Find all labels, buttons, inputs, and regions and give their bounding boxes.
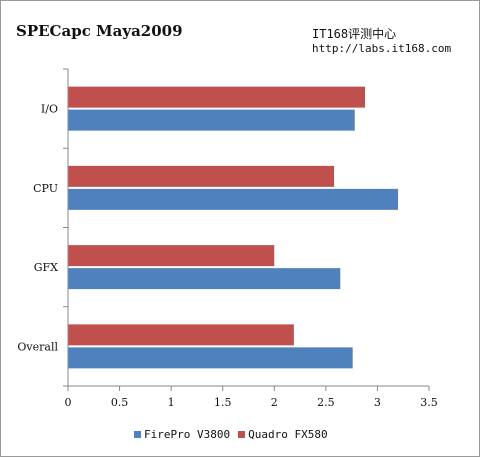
x-tick-label: 0 [65, 396, 72, 409]
legend-label-quadro: Quadro FX580 [248, 428, 328, 441]
legend-item-quadro: Quadro FX580 [238, 428, 328, 441]
category-label: I/O [41, 103, 58, 116]
legend-swatch-quadro [238, 431, 246, 438]
bars-group [68, 86, 399, 369]
category-label: GFX [34, 261, 58, 274]
bar-firepro-overall [68, 347, 353, 369]
chart-title: SPECapc Maya2009 [16, 22, 183, 40]
x-tick-label: 2 [271, 396, 278, 409]
site-name: IT168评测中心 [312, 27, 397, 41]
tick-labels-group: I/O CPU GFX Overall 0 0.5 1 1.5 2 2.5 3 3.5 [17, 103, 437, 409]
category-label: Overall [17, 340, 58, 353]
bar-firepro-io [68, 109, 355, 131]
x-tick-label: 3 [374, 396, 381, 409]
legend: FirePro V3800 Quadro FX580 [134, 428, 336, 441]
site-url: http://labs.it168.com [312, 42, 452, 55]
legend-label-firepro: FirePro V3800 [144, 428, 231, 441]
x-tick-label: 0.5 [111, 396, 129, 409]
x-tick-label: 3.5 [420, 396, 438, 409]
x-tick-label: 2.5 [317, 396, 335, 409]
bar-firepro-gfx [68, 268, 341, 290]
legend-swatch-firepro [134, 431, 141, 438]
axes-group [63, 68, 430, 391]
category-label: CPU [33, 182, 58, 195]
bar-quadro-io [68, 86, 366, 108]
x-tick-label: 1 [168, 396, 175, 409]
bar-quadro-cpu [68, 165, 335, 187]
legend-item-firepro: FirePro V3800 [134, 428, 230, 441]
x-tick-label: 1.5 [214, 396, 232, 409]
bar-quadro-overall [68, 324, 294, 346]
bar-firepro-cpu [68, 188, 399, 210]
bar-quadro-gfx [68, 245, 275, 267]
